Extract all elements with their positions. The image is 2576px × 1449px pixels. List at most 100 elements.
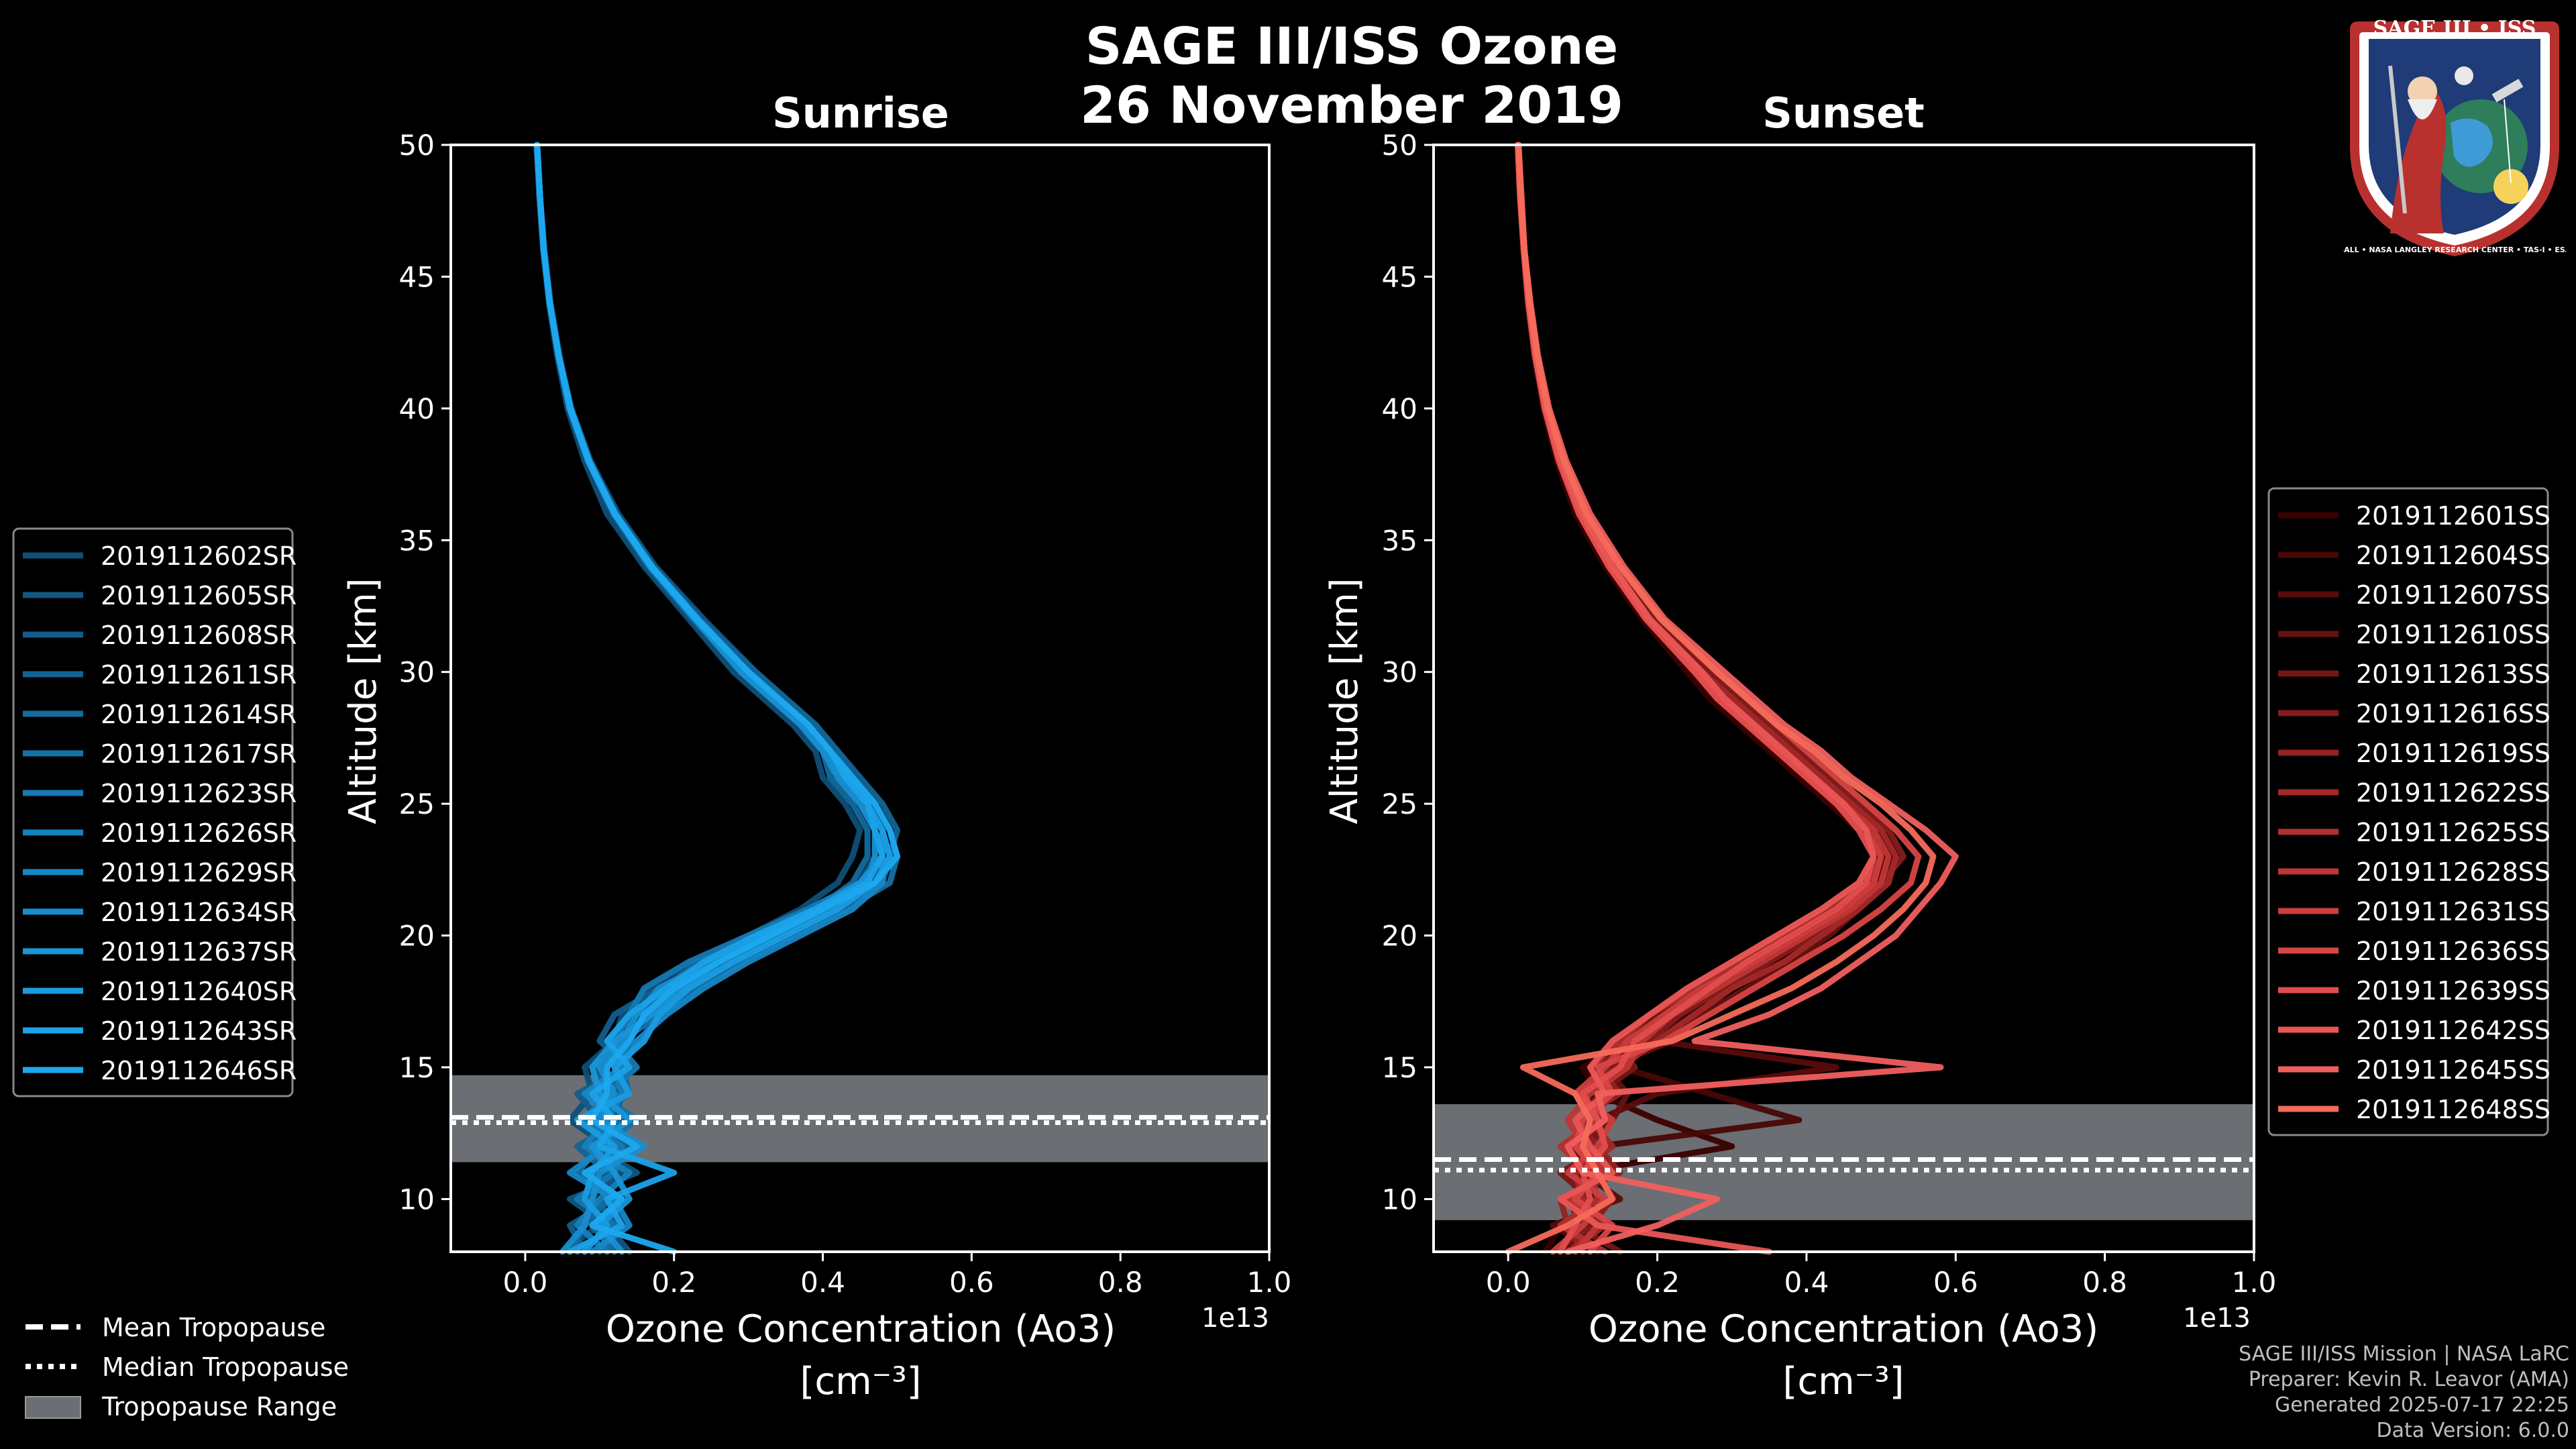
sunset-x-scale-label: 1e13 — [2183, 1303, 2251, 1334]
sunset-legend-label: 2019112625SS — [2356, 818, 2551, 847]
sunset-profile-2019112648SS — [1505, 142, 1937, 1255]
sunset-y-tick-label: 40 — [1382, 392, 1417, 425]
ocean-shape — [2451, 118, 2493, 167]
sunrise-legend-label: 2019112637SR — [101, 937, 297, 967]
sunset-panel-title: Sunset — [1762, 89, 1925, 138]
sunrise-y-tick-label: 40 — [399, 392, 435, 425]
sunrise-legend-label: 2019112608SR — [101, 621, 297, 650]
sunrise-plot-area: 0.0 0.2 0.4 0.6 0.8 1.0 10 15 20 25 30 35 40 45 50 — [399, 129, 1292, 1299]
sunrise-y-tick-label: 20 — [399, 920, 435, 953]
sunrise-x-tick-label: 1.0 — [1247, 1266, 1292, 1299]
sunset-legend-label: 2019112622SS — [2356, 778, 2551, 808]
tropopause-range-label: Tropopause Range — [101, 1392, 337, 1421]
footer-preparer: Preparer: Kevin R. Leavor (AMA) — [2248, 1368, 2569, 1391]
sunset-legend-label: 2019112607SS — [2356, 580, 2551, 610]
sunset-plot-area: 0.0 0.2 0.4 0.6 0.8 1.0 10 15 20 25 30 35 40 45 50 — [1382, 129, 2277, 1299]
sunset-x-tick-label: 0.0 — [1486, 1266, 1531, 1299]
sunrise-panel: 0.0 0.2 0.4 0.6 0.8 1.0 10 15 20 25 30 35 40 45 50 Sun… — [341, 89, 1291, 1403]
sunset-x-tick-label: 0.8 — [2082, 1266, 2127, 1299]
sunset-legend-label: 2019112636SS — [2356, 936, 2551, 966]
sunset-legend: 2019112601SS 2019112604SS 2019112607SS 2019… — [2267, 487, 2551, 1136]
sunset-y-tick-label: 45 — [1382, 260, 1417, 293]
figure-title: SAGE III/ISS Ozone — [1085, 16, 1618, 76]
sunset-x-tick-label: 1.0 — [2232, 1266, 2277, 1299]
sunrise-legend-label: 2019112629SR — [101, 858, 297, 888]
sunrise-y-tick-label: 45 — [399, 260, 435, 293]
sun-icon — [2493, 169, 2528, 204]
sunrise-y-tick-label: 25 — [399, 788, 435, 820]
sunrise-y-axis-label: Altitude [km] — [341, 578, 385, 824]
sunrise-x-tick-label: 0.0 — [503, 1266, 548, 1299]
footer-data-version: Data Version: 6.0.0 — [2376, 1419, 2569, 1442]
tropopause-legend: Mean Tropopause Median Tropopause Tropop… — [25, 1313, 349, 1421]
sunset-y-tick-label: 25 — [1382, 788, 1417, 820]
sunset-legend-label: 2019112613SS — [2356, 659, 2551, 689]
sunrise-legend: 2019112602SR 2019112605SR 2019112608SR 2019… — [12, 527, 297, 1097]
sunrise-legend-label: 2019112646SR — [101, 1056, 297, 1085]
sunrise-axes-frame — [449, 144, 1271, 1253]
sunrise-x-axis-unit: [cm⁻³] — [800, 1360, 921, 1403]
sunset-legend-label: 2019112631SS — [2356, 897, 2551, 926]
sunrise-panel-title: Sunrise — [772, 89, 949, 138]
sunrise-x-scale-label: 1e13 — [1201, 1303, 1269, 1334]
sunset-tropopause-range-band — [1434, 1104, 2254, 1220]
iss-station-icon — [2491, 78, 2524, 103]
sunset-legend-label: 2019112628SS — [2356, 857, 2551, 887]
sunrise-legend-label: 2019112634SR — [101, 898, 297, 927]
sunset-legend-label: 2019112639SS — [2356, 976, 2551, 1006]
sunrise-y-tick-label: 35 — [399, 524, 435, 557]
sunset-y-tick-label: 20 — [1382, 920, 1417, 953]
sunset-y-tick-label: 15 — [1382, 1051, 1417, 1084]
sunset-x-axis-unit: [cm⁻³] — [1782, 1360, 1904, 1403]
occultation-ray — [2504, 99, 2512, 184]
sunset-legend-label: 2019112601SS — [2356, 501, 2551, 531]
sunset-legend-label: 2019112619SS — [2356, 739, 2551, 768]
sunrise-y-tick-label: 30 — [399, 656, 435, 689]
sunset-legend-label: 2019112616SS — [2356, 699, 2551, 729]
sunrise-x-axis-label: Ozone Concentration (Ao3) — [606, 1307, 1116, 1351]
sunrise-x-tick-label: 0.2 — [651, 1266, 696, 1299]
wizard-staff-shape — [2388, 65, 2407, 214]
sunrise-legend-label: 2019112623SR — [101, 779, 297, 808]
sunset-legend-label: 2019112610SS — [2356, 620, 2551, 649]
sunrise-x-tick-label: 0.4 — [800, 1266, 845, 1299]
tropopause-range-swatch — [25, 1396, 81, 1419]
sunset-axes-frame — [1432, 144, 2255, 1253]
sunset-x-axis-label: Ozone Concentration (Ao3) — [1589, 1307, 2098, 1351]
badge-title: SAGE III • ISS — [2373, 17, 2536, 40]
sunrise-legend-label: 2019112602SR — [101, 541, 297, 571]
footer-generated: Generated 2025-07-17 22:25 — [2274, 1393, 2569, 1417]
sunrise-y-tick-label: 15 — [399, 1051, 435, 1084]
sunrise-legend-label: 2019112611SR — [101, 660, 297, 690]
sunrise-profile-2019112646SR — [534, 142, 900, 1255]
sunset-legend-label: 2019112648SS — [2356, 1095, 2551, 1124]
mean-tropopause-label: Mean Tropopause — [102, 1313, 325, 1342]
sunset-y-axis-label: Altitude [km] — [1323, 578, 1366, 824]
sunrise-legend-label: 2019112626SR — [101, 818, 297, 848]
sunset-x-tick-label: 0.6 — [1933, 1266, 1978, 1299]
wizard-beard-shape — [2408, 99, 2437, 119]
sunrise-legend-frame — [12, 527, 294, 1097]
sage-iii-iss-badge: SAGE III • ISS BALL • NASA LANGLEY RESEA… — [2343, 17, 2566, 256]
sunrise-legend-label: 2019112643SR — [101, 1016, 297, 1046]
sunset-x-tick-label: 0.4 — [1784, 1266, 1829, 1299]
figure-date: 26 November 2019 — [1080, 75, 1623, 135]
sunset-y-tick-label: 30 — [1382, 656, 1417, 689]
median-tropopause-label: Median Tropopause — [102, 1352, 349, 1382]
sunset-y-tick-label: 10 — [1382, 1183, 1417, 1216]
badge-ring-text: BALL • NASA LANGLEY RESEARCH CENTER • TA… — [2343, 246, 2566, 254]
sunrise-legend-label: 2019112640SR — [101, 977, 297, 1006]
footer-mission: SAGE III/ISS Mission | NASA LaRC — [2239, 1342, 2569, 1366]
sunset-legend-frame — [2267, 487, 2549, 1136]
sunrise-legend-label: 2019112605SR — [101, 581, 297, 610]
sunrise-x-tick-label: 0.8 — [1098, 1266, 1143, 1299]
moon-icon — [2455, 66, 2473, 85]
sunset-legend-label: 2019112645SS — [2356, 1055, 2551, 1085]
sunrise-y-tick-label: 10 — [399, 1183, 435, 1216]
sunset-panel: 0.0 0.2 0.4 0.6 0.8 1.0 10 15 20 25 30 35 40 45 50 Sun… — [1323, 89, 2276, 1403]
sunset-y-tick-label: 50 — [1382, 129, 1417, 162]
sunset-x-tick-label: 0.2 — [1635, 1266, 1680, 1299]
sunrise-y-tick-label: 50 — [399, 129, 435, 162]
wizard-face-shape — [2408, 76, 2437, 106]
